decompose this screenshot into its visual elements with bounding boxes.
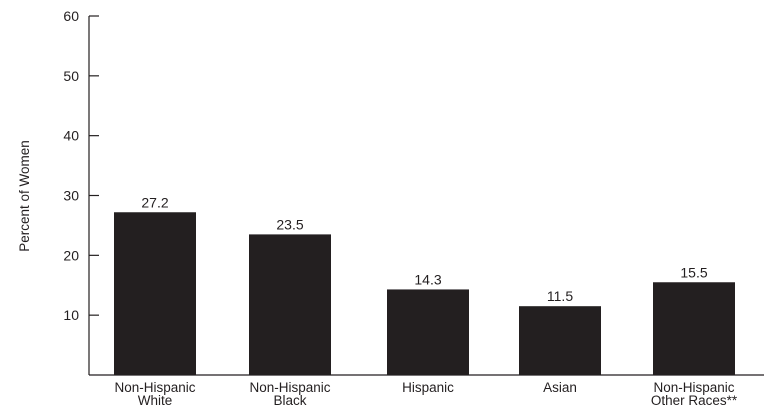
bar: [387, 289, 469, 375]
bar: [519, 306, 601, 375]
category-label-line: Non-Hispanic: [653, 380, 734, 395]
bar-value-label: 11.5: [547, 288, 573, 304]
category-label-line: Asian: [543, 380, 577, 395]
category-label: Hispanic: [402, 380, 454, 395]
y-tick-label: 20: [63, 247, 79, 263]
category-label-line: Other Races**: [651, 393, 738, 408]
y-axis-title: Percent of Women: [17, 140, 32, 252]
category-label-line: Hispanic: [402, 380, 454, 395]
bar-value-label: 23.5: [276, 216, 303, 232]
y-tick-label: 10: [63, 307, 79, 323]
category-label: Non-Hispanic Black: [249, 380, 330, 408]
y-tick-label: 50: [63, 68, 79, 84]
bar: [114, 212, 196, 375]
bar-value-label: 15.5: [680, 264, 707, 280]
category-label-line: Black: [273, 393, 306, 408]
bars: [114, 212, 735, 375]
bar-value-label: 14.3: [414, 271, 441, 287]
y-tick-label: 60: [63, 8, 79, 24]
category-label-line: Non-Hispanic: [114, 380, 195, 395]
y-axis-title-group: Percent of Women: [17, 140, 32, 252]
category-label: Non-Hispanic Other Races**: [651, 380, 738, 408]
category-label: Non-Hispanic White: [114, 380, 195, 408]
bar-value-label: 27.2: [141, 194, 168, 210]
bar: [653, 282, 735, 375]
y-tick-label: 40: [63, 128, 79, 144]
y-tick-label: 30: [63, 188, 79, 204]
bar: [249, 234, 331, 375]
category-label-line: White: [138, 393, 173, 408]
category-label: Asian: [543, 380, 577, 395]
bar-value-labels: 27.2 23.5 14.3 11.5 15.5: [141, 194, 707, 304]
y-axis: 10 20 30 40 50 60: [63, 8, 99, 375]
category-label-line: Non-Hispanic: [249, 380, 330, 395]
